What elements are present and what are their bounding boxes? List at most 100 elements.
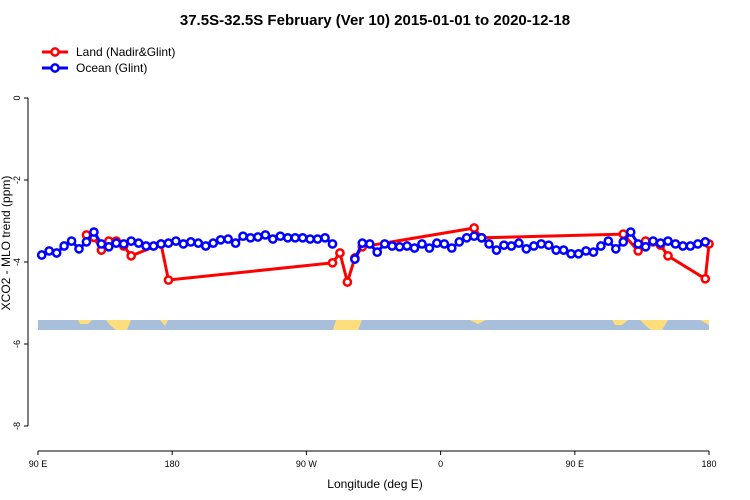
data-point	[215, 235, 226, 245]
data-point	[648, 236, 658, 246]
data-point	[171, 236, 181, 246]
data-point	[327, 257, 338, 268]
data-point	[491, 245, 502, 255]
data-point	[700, 273, 711, 284]
data-point	[640, 241, 651, 252]
data-point	[357, 238, 368, 248]
data-point	[208, 238, 219, 248]
data-point	[581, 246, 591, 256]
y-tick-label: -6	[12, 340, 22, 348]
x-tick-label: 180	[701, 459, 716, 469]
data-point	[506, 241, 517, 251]
series-line	[85, 226, 711, 288]
data-point	[133, 238, 144, 248]
x-tick-label: 90 E	[29, 459, 48, 469]
data-point	[193, 238, 204, 248]
x-tick-label: 90 E	[566, 459, 585, 469]
data-point	[200, 241, 211, 251]
data-point	[469, 231, 479, 242]
data-point	[432, 238, 442, 248]
x-axis-label: Longitude (deg E)	[327, 477, 422, 491]
data-point	[663, 251, 673, 261]
data-point	[379, 239, 390, 249]
data-point	[245, 232, 256, 243]
data-point	[74, 244, 84, 254]
data-point	[364, 239, 375, 249]
data-point	[342, 277, 353, 287]
data-point	[178, 239, 189, 249]
data-point	[558, 245, 569, 255]
data-point	[320, 232, 330, 243]
data-point	[409, 243, 420, 253]
data-point	[603, 236, 614, 246]
data-point	[59, 241, 69, 251]
land	[640, 320, 668, 330]
data-point	[424, 243, 435, 253]
data-point	[126, 236, 137, 246]
data-point	[163, 238, 174, 248]
data-point	[230, 238, 241, 248]
data-point	[417, 239, 427, 249]
data-point	[305, 234, 315, 244]
data-point	[223, 234, 233, 244]
data-point	[238, 231, 248, 242]
data-point	[275, 231, 286, 242]
data-point	[461, 232, 472, 243]
data-point	[141, 241, 151, 251]
data-point	[402, 241, 412, 251]
data-point	[89, 227, 99, 237]
legend-label: Ocean (Glint)	[76, 61, 147, 75]
data-point	[484, 239, 494, 249]
data-point	[103, 241, 114, 252]
data-point	[350, 254, 360, 264]
data-point	[163, 275, 174, 285]
data-point	[678, 241, 688, 251]
land	[470, 320, 486, 324]
land	[106, 320, 131, 330]
data-point	[596, 241, 606, 251]
data-point	[297, 232, 308, 243]
data-point	[81, 237, 92, 247]
data-point	[335, 248, 345, 258]
y-tick-label: -2	[12, 176, 22, 184]
y-tick-label: -4	[12, 258, 22, 266]
legend-marker	[50, 47, 60, 57]
data-point	[327, 239, 338, 249]
land	[78, 320, 92, 324]
data-point	[588, 247, 599, 258]
map-strip	[38, 320, 709, 330]
x-tick-label: 90 W	[296, 459, 318, 469]
land	[700, 320, 709, 325]
data-point	[66, 236, 77, 246]
data-point	[692, 239, 703, 249]
data-point	[156, 239, 166, 249]
data-point	[528, 241, 539, 251]
data-point	[96, 239, 107, 249]
y-axis-label: XCO2 - MLO trend (ppm)	[0, 176, 13, 311]
data-point	[663, 236, 673, 246]
ocean-strip	[38, 320, 709, 330]
land	[160, 320, 168, 326]
data-point	[253, 232, 263, 242]
data-point	[685, 241, 696, 251]
data-point	[290, 232, 301, 243]
data-point	[372, 247, 383, 258]
legend-marker	[50, 63, 60, 73]
data-point	[454, 237, 465, 247]
data-point	[670, 239, 681, 249]
data-point	[521, 244, 532, 254]
data-point	[573, 248, 584, 259]
data-point	[476, 232, 487, 243]
data-point	[536, 239, 547, 249]
data-point	[36, 250, 47, 260]
data-point	[387, 241, 397, 251]
data-point	[312, 234, 323, 244]
data-point	[625, 227, 636, 237]
data-point	[566, 248, 576, 259]
data-point	[655, 238, 666, 248]
data-point	[111, 238, 122, 248]
data-point	[282, 232, 293, 243]
data-point	[268, 234, 278, 244]
data-point	[118, 239, 129, 249]
